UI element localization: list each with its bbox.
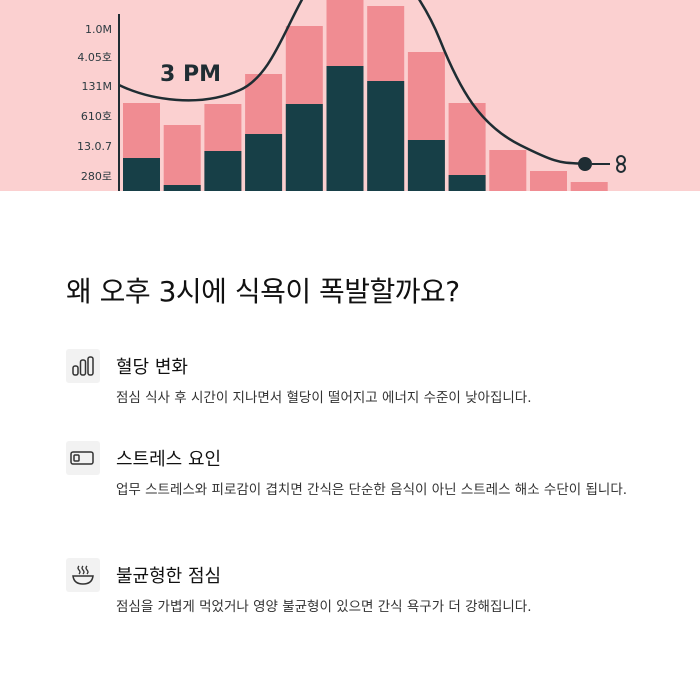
craving-curve [118,0,586,166]
reason-description: 점심을 가볍게 먹었거나 영양 불균형이 있으면 간식 욕구가 더 강해집니다. [116,599,532,615]
y-tick-label: 610호 [81,110,112,123]
y-tick-label: 131M [82,80,113,93]
bar-chart-icon [66,349,100,383]
snack-craving-chart: 1.0M 4.05호 131M 610호 13.0.7 280로 3 PM [77,0,626,191]
scissors-icon [616,155,626,173]
reason-title: 불균형한 점심 [116,566,222,587]
chart-banner: 1.0M 4.05호 131M 610호 13.0.7 280로 3 PM [0,0,700,191]
y-tick-label: 1.0M [85,23,112,36]
page-heading: 왜 오후 3시에 식욕이 폭발할까요? [66,275,460,308]
bar-core-3 [204,151,242,191]
bar-core-4 [245,134,283,191]
bar-core-8 [407,140,445,191]
bar-total-2 [163,125,201,191]
bar-total-11 [530,171,567,191]
bar-core-9 [448,175,486,191]
bar-core-1 [123,158,160,191]
bar-core-5 [285,104,323,191]
reason-description: 업무 스트레스와 피로감이 겹치면 간식은 단순한 음식이 아닌 스트레스 해소… [116,482,628,498]
y-tick-label: 4.05호 [77,51,112,64]
bar-core-6 [326,66,364,191]
bar-core-7 [367,81,405,191]
reason-title: 스트레스 요인 [116,449,222,470]
time-callout: 3 PM [160,62,221,87]
battery-low-icon [66,441,100,475]
curve-end-point [578,157,592,171]
bar-total-12 [570,182,608,191]
bar-core-2 [163,185,201,191]
bar-total-10 [489,150,527,191]
reason-title: 혈당 변화 [116,357,188,378]
y-tick-label: 13.0.7 [77,140,112,153]
y-tick-label: 280로 [81,170,112,183]
bowl-icon [66,558,100,592]
reason-description: 점심 식사 후 시간이 지나면서 혈당이 떨어지고 에너지 수준이 낮아집니다. [116,390,532,406]
